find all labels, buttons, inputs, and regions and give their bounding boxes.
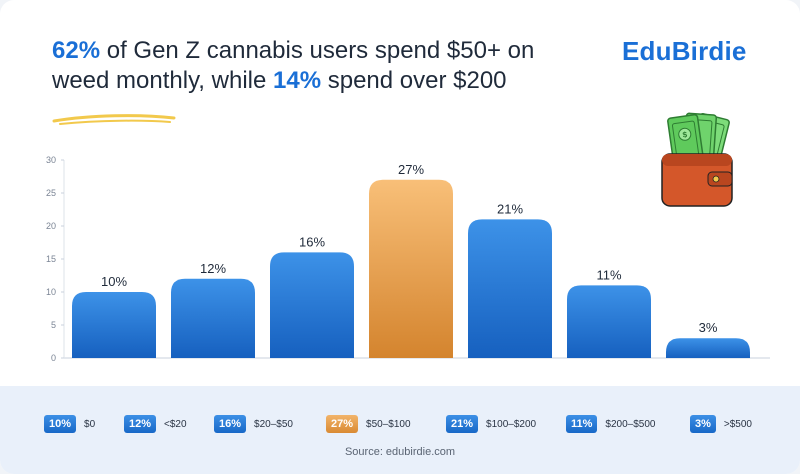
data-label-2: 16% (299, 234, 325, 249)
legend-badge: 16% (214, 415, 247, 433)
legend-label: <$20 (164, 418, 187, 430)
bar-4 (468, 219, 552, 358)
headline-stat-14: 14% (273, 67, 322, 94)
legend-label: >$500 (723, 418, 752, 430)
data-label-5: 11% (596, 267, 621, 282)
bar-1 (171, 278, 255, 358)
data-label-0: 10% (101, 274, 127, 289)
legend-badge: 12% (124, 415, 157, 433)
wallet-money-icon: $ (661, 112, 733, 207)
legend-item-6: 3% >$500 (690, 412, 752, 436)
data-label-1: 12% (200, 261, 226, 276)
y-tick-label: 5 (51, 320, 56, 330)
legend: 10% $0 12% <$20 16% $20–$50 27% $50–$100 21% $100… (0, 412, 800, 436)
data-label-6: 3% (699, 320, 718, 335)
data-label-3: 27% (398, 162, 424, 177)
legend-badge: 3% (690, 415, 716, 433)
source-note: Source: edubirdie.com (344, 446, 456, 458)
headline: 62% of Gen Z cannabis users spend $50+ o… (52, 36, 572, 96)
y-tick-label: 0 (51, 353, 56, 363)
data-label-4: 21% (497, 201, 523, 216)
y-tick-label: 25 (46, 188, 56, 198)
bar-3 (369, 179, 453, 358)
legend-badge: 21% (446, 415, 479, 433)
brand-logo: EduBirdie (622, 36, 747, 66)
headline-stat-62: 62% (52, 37, 101, 64)
legend-item-0: 10% $0 (44, 412, 95, 436)
legend-badge: 27% (326, 415, 359, 433)
legend-item-4: 21% $100–$200 (446, 412, 536, 436)
legend-item-5: 11% $200–$500 (566, 412, 655, 436)
bar-2 (270, 252, 354, 358)
headline-underline (52, 114, 176, 125)
y-tick-label: 30 (46, 155, 56, 165)
legend-badge: 10% (44, 415, 77, 433)
bar-5 (567, 285, 651, 358)
legend-item-1: 12% <$20 (124, 412, 187, 436)
legend-badge: 11% (566, 415, 598, 433)
y-tick-label: 15 (46, 254, 56, 264)
bar-6 (666, 338, 750, 358)
legend-label: $0 (84, 418, 96, 430)
legend-label: $200–$500 (605, 418, 656, 430)
legend-label: $20–$50 (254, 418, 293, 430)
y-tick-label: 10 (46, 287, 56, 297)
legend-label: $50–$100 (366, 418, 411, 430)
bar-0 (72, 292, 156, 358)
headline-text-1: of Gen Z cannabis users spend $50+ on we… (52, 37, 535, 94)
legend-item-2: 16% $20–$50 (214, 412, 293, 436)
headline-text-2: spend over $200 (321, 67, 507, 94)
bar-chart: 0 5 10 15 20 25 30 10% 12% 16% 27% 21% 11% 3% (46, 155, 770, 363)
legend-item-3: 27% $50–$100 (326, 412, 411, 436)
legend-label: $100–$200 (486, 418, 537, 430)
y-tick-label: 20 (46, 221, 56, 231)
svg-text:$: $ (682, 130, 688, 140)
